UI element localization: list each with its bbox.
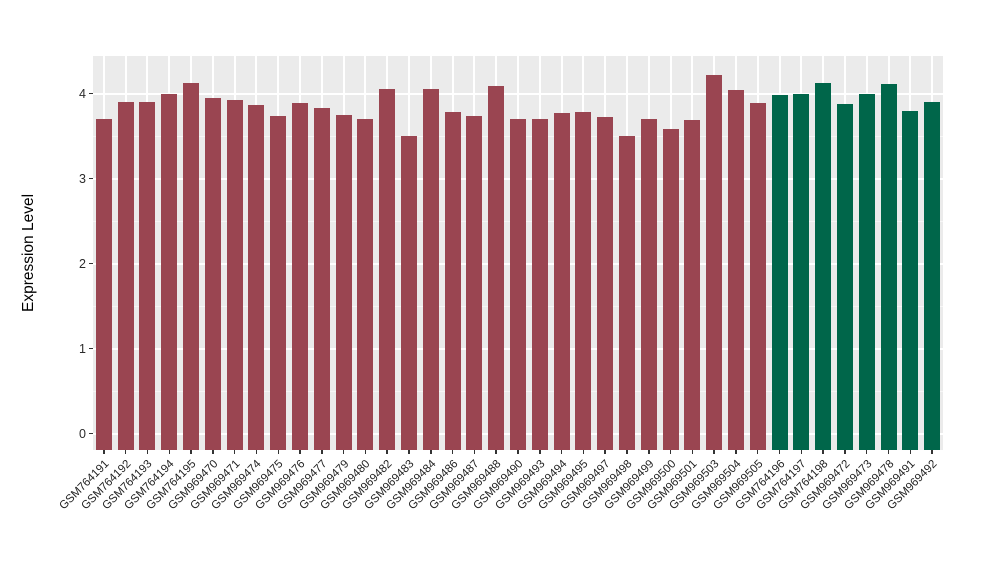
y-axis-title: Expression Level	[20, 193, 37, 312]
x-axis-tick	[778, 450, 781, 454]
y-tick-label: 2	[79, 256, 86, 271]
x-axis-tick	[604, 450, 606, 454]
bar-GSM969479	[335, 114, 352, 450]
x-axis-tick	[408, 450, 410, 454]
x-axis-tick	[822, 450, 824, 454]
bar-GSM969480	[357, 118, 374, 450]
bar-GSM969472	[836, 103, 853, 450]
bar-GSM969503	[706, 74, 723, 450]
x-axis-tick	[539, 450, 541, 454]
y-axis-tick	[89, 177, 93, 180]
bar-GSM969492	[924, 101, 941, 450]
x-axis-tick	[800, 450, 803, 454]
bar-GSM969478	[880, 83, 897, 450]
y-tick-label: 4	[79, 86, 86, 101]
x-axis-tick	[342, 450, 345, 454]
x-axis-tick	[124, 450, 127, 454]
x-axis-tick	[887, 450, 890, 454]
bar-GSM969499	[640, 118, 657, 450]
y-tick-label: 0	[79, 426, 86, 441]
y-tick-label: 1	[79, 341, 86, 356]
x-axis-tick	[255, 450, 258, 454]
x-axis-tick	[560, 450, 563, 454]
plot-panel	[93, 56, 943, 450]
x-axis-tick	[626, 450, 628, 454]
bar-GSM969484	[422, 88, 439, 450]
x-axis-tick	[473, 450, 476, 454]
x-axis-tick	[146, 450, 149, 454]
bar-GSM969497	[597, 116, 614, 450]
bar-GSM764194	[161, 93, 178, 450]
x-axis-tick	[931, 450, 933, 454]
x-axis-tick	[909, 450, 912, 454]
bar-GSM969495	[575, 111, 592, 450]
x-axis-tick	[451, 450, 454, 454]
bar-GSM764192	[117, 101, 134, 450]
x-axis-tick	[713, 450, 715, 454]
bar-GSM764191	[95, 118, 112, 450]
bar-GSM969490	[510, 118, 526, 450]
bar-GSM969486	[444, 111, 461, 450]
bar-GSM764198	[815, 82, 832, 450]
x-axis-tick	[386, 450, 388, 454]
y-tick-label: 3	[79, 171, 86, 186]
bar-GSM969501	[684, 119, 701, 450]
x-axis-tick	[103, 450, 105, 454]
bar-GSM969505	[749, 102, 766, 450]
x-axis-tick	[669, 450, 672, 454]
x-axis-tick	[277, 450, 279, 454]
bar-GSM969504	[727, 89, 744, 450]
bar-GSM969474	[248, 104, 265, 450]
bar-GSM969488	[488, 85, 505, 450]
x-axis-tick	[756, 450, 759, 454]
bar-GSM969500	[662, 128, 679, 450]
y-axis-tick	[89, 92, 93, 95]
bar-GSM969482	[379, 88, 396, 450]
bar-GSM969477	[313, 107, 330, 450]
x-axis-tick	[495, 450, 497, 454]
bar-GSM969493	[531, 118, 548, 450]
bar-GSM969470	[204, 97, 221, 450]
x-axis-tick	[190, 450, 192, 454]
x-axis-tick	[233, 450, 236, 454]
x-axis-tick	[364, 450, 367, 454]
bar-GSM969473	[858, 93, 875, 450]
bar-GSM969483	[401, 135, 418, 450]
bar-GSM764195	[183, 82, 200, 450]
bar-GSM764196	[771, 94, 788, 450]
bar-GSM969487	[466, 115, 483, 450]
y-axis-tick	[89, 262, 93, 265]
x-axis-tick	[844, 450, 846, 454]
x-axis-tick	[517, 450, 519, 454]
y-axis-tick	[89, 432, 93, 435]
x-axis-tick	[865, 450, 868, 454]
x-axis-tick	[212, 450, 214, 454]
x-axis-tick	[168, 450, 171, 454]
bar-GSM969475	[270, 115, 287, 450]
x-axis-tick	[582, 450, 585, 454]
x-axis-tick	[321, 450, 323, 454]
x-axis-tick	[735, 450, 737, 454]
bar-GSM969498	[618, 135, 635, 450]
bar-GSM969494	[553, 112, 570, 450]
bar-GSM969491	[902, 110, 919, 450]
y-axis-tick	[89, 347, 93, 350]
x-axis-tick	[691, 450, 694, 454]
bar-GSM969471	[226, 99, 243, 450]
bar-GSM969476	[292, 102, 309, 450]
x-axis-tick	[430, 450, 432, 454]
bar-GSM764193	[139, 101, 156, 450]
x-axis-tick	[648, 450, 650, 454]
x-axis-tick	[299, 450, 301, 454]
bar-GSM764197	[793, 93, 810, 450]
